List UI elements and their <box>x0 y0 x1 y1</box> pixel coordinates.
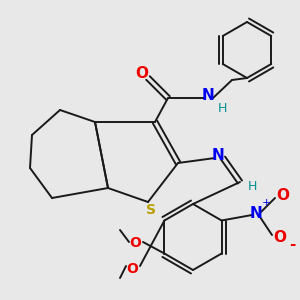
Text: +: + <box>261 198 271 208</box>
Text: H: H <box>247 181 257 194</box>
Text: N: N <box>202 88 214 104</box>
Text: O: O <box>136 67 148 82</box>
Text: H: H <box>217 103 227 116</box>
Text: O: O <box>277 188 290 202</box>
Text: O: O <box>274 230 286 244</box>
Text: O: O <box>126 262 138 276</box>
Text: N: N <box>250 206 262 220</box>
Text: -: - <box>289 238 295 253</box>
Text: S: S <box>146 203 156 217</box>
Text: O: O <box>129 236 141 250</box>
Text: N: N <box>212 148 224 163</box>
